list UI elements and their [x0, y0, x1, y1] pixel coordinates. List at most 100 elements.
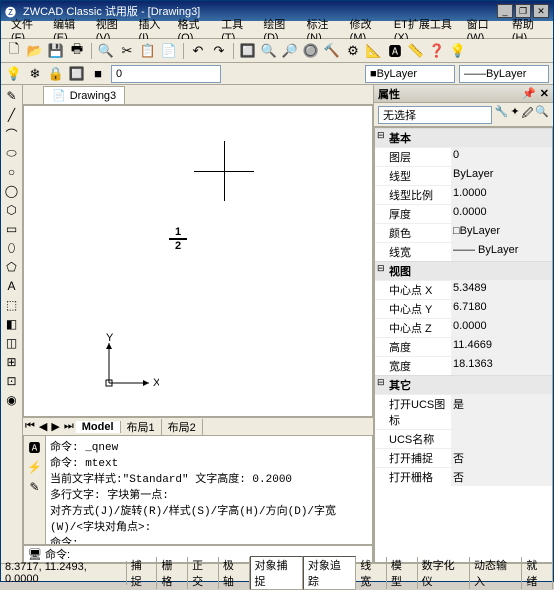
property-category[interactable]: 视图 — [375, 261, 552, 280]
status-toggle[interactable]: 就绪 — [522, 557, 553, 589]
property-row[interactable]: 颜色□ByLayer — [375, 223, 552, 242]
layer-tool-button[interactable]: 🔲 — [68, 65, 86, 83]
draw-tool-button[interactable]: A — [3, 277, 21, 295]
draw-tool-button[interactable]: ⊡ — [3, 372, 21, 390]
toolbar-button[interactable]: 🗋 — [5, 42, 23, 60]
draw-tool-button[interactable]: ⬚ — [3, 296, 21, 314]
draw-tool-button[interactable]: ⬠ — [3, 258, 21, 276]
toolbar-button[interactable]: 🔲 — [239, 42, 257, 60]
toolbar-button[interactable]: 🖶 — [68, 42, 86, 60]
property-category[interactable]: 其它 — [375, 375, 552, 394]
toolbar-button[interactable]: 🔘 — [302, 42, 320, 60]
props-tool-button[interactable]: 🖉 — [522, 105, 534, 124]
draw-tool-button[interactable]: ◉ — [3, 391, 21, 409]
property-row[interactable]: 厚度0.0000 — [375, 204, 552, 223]
property-row[interactable]: UCS名称 — [375, 429, 552, 448]
toolbar-button[interactable]: ❓ — [428, 42, 446, 60]
status-toggle[interactable]: 数字化仪 — [418, 557, 470, 589]
property-row[interactable]: 中心点 Z0.0000 — [375, 318, 552, 337]
property-row[interactable]: 图层0 — [375, 147, 552, 166]
status-toggle[interactable]: 捕捉 — [127, 557, 158, 589]
toolbar-button[interactable]: ✂ — [118, 42, 136, 60]
toolbar-button[interactable]: ↶ — [189, 42, 207, 60]
draw-tool-button[interactable]: ▭ — [3, 220, 21, 238]
layer-tool-button[interactable]: ■ — [89, 65, 107, 83]
layer-tool-button[interactable]: ❄ — [26, 65, 44, 83]
properties-title: 属性 — [378, 86, 400, 102]
properties-grid[interactable]: 基本图层0线型ByLayer线型比例1.0000厚度0.0000颜色□ByLay… — [374, 127, 553, 563]
toolbar-button[interactable]: 🔍 — [97, 42, 115, 60]
toolbar-button[interactable]: 📄 — [160, 42, 178, 60]
cmd-tool-icon[interactable]: ⚡ — [26, 458, 44, 476]
toolbar-standard: 🗋📂💾🖶🔍✂📋📄↶↷🔲🔍🔎🔘🔨⚙📐🅰📏❓💡 — [1, 39, 553, 63]
draw-tool-button[interactable]: ⊞ — [3, 353, 21, 371]
status-toggle[interactable]: 线宽 — [356, 557, 387, 589]
property-row[interactable]: 线宽—— ByLayer — [375, 242, 552, 261]
toolbar-button[interactable]: 🔎 — [281, 42, 299, 60]
draw-tool-button[interactable]: ✎ — [3, 87, 21, 105]
toolbar-button[interactable]: 🔨 — [323, 42, 341, 60]
toolbar-button[interactable]: ⚙ — [344, 42, 362, 60]
status-toggle[interactable]: 栅格 — [157, 557, 188, 589]
property-row[interactable]: 线型ByLayer — [375, 166, 552, 185]
toolbar-button[interactable]: 🔍 — [260, 42, 278, 60]
toolbar-button[interactable]: 📋 — [139, 42, 157, 60]
draw-tool-button[interactable]: ○ — [3, 163, 21, 181]
status-toggle[interactable]: 对象捕捉 — [250, 556, 303, 590]
toolbar-button[interactable]: 📂 — [26, 42, 44, 60]
linetype-combo[interactable]: —— ByLayer — [459, 65, 549, 83]
draw-tool-button[interactable]: ◧ — [3, 315, 21, 333]
draw-tool-button[interactable]: ╱ — [3, 106, 21, 124]
toolbar-button[interactable]: 📏 — [407, 42, 425, 60]
layer-tool-button[interactable]: 💡 — [5, 65, 23, 83]
draw-tool-button[interactable]: ◫ — [3, 334, 21, 352]
layout-tab[interactable]: 布局1 — [121, 419, 162, 435]
layer-tool-button[interactable]: 🔒 — [47, 65, 65, 83]
draw-tool-button[interactable]: ◯ — [3, 182, 21, 200]
toolbar-button[interactable]: 💾 — [47, 42, 65, 60]
layout-tab[interactable]: Model — [76, 421, 121, 433]
drawing-canvas[interactable]: 1 2 X Y — [23, 105, 373, 417]
status-toggle[interactable]: 对象追踪 — [303, 556, 356, 590]
pin-icon[interactable]: 📌 — [522, 87, 536, 100]
tab-prev[interactable]: ◀ — [37, 420, 49, 433]
toolbar-button[interactable]: 💡 — [449, 42, 467, 60]
status-toggle[interactable]: 动态输入 — [470, 557, 522, 589]
property-row[interactable]: 打开UCS图标是 — [375, 394, 552, 429]
property-row[interactable]: 中心点 Y6.7180 — [375, 299, 552, 318]
color-combo[interactable]: ■ ByLayer — [365, 65, 455, 83]
tab-last[interactable]: ⏭ — [62, 420, 76, 433]
property-row[interactable]: 中心点 X5.3489 — [375, 280, 552, 299]
properties-panel: 属性 📌 ✕ 无选择 🔧✦🖉🔍 基本图层0线型ByLayer线型比例1.0000… — [373, 85, 553, 563]
panel-close-icon[interactable]: ✕ — [540, 87, 549, 100]
property-row[interactable]: 打开栅格否 — [375, 467, 552, 486]
property-row[interactable]: 宽度18.1363 — [375, 356, 552, 375]
selection-combo[interactable]: 无选择 — [378, 106, 492, 124]
status-toggle[interactable]: 极轴 — [219, 557, 250, 589]
status-toggle[interactable]: 模型 — [387, 557, 418, 589]
draw-tool-button[interactable]: ⬭ — [3, 144, 21, 162]
property-category[interactable]: 基本 — [375, 128, 552, 147]
document-tab[interactable]: 📄 Drawing3 — [43, 86, 125, 104]
status-toggle[interactable]: 正交 — [188, 557, 219, 589]
property-row[interactable]: 打开捕捉否 — [375, 448, 552, 467]
toolbar-button[interactable]: ↷ — [210, 42, 228, 60]
props-tool-button[interactable]: ✦ — [510, 105, 519, 124]
tab-first[interactable]: ⏮ — [23, 420, 37, 433]
props-tool-button[interactable]: 🔧 — [495, 105, 509, 124]
tab-next[interactable]: ▶ — [49, 420, 61, 433]
draw-tool-button[interactable]: ⬡ — [3, 201, 21, 219]
props-tool-button[interactable]: 🔍 — [535, 105, 549, 124]
cmd-tool-icon[interactable]: 🅰 — [26, 438, 44, 456]
cmd-tool-icon[interactable]: ✎ — [26, 478, 44, 496]
toolbar-button[interactable]: 📐 — [365, 42, 383, 60]
layer-combo[interactable]: 0 — [111, 65, 221, 83]
property-row[interactable]: 线型比例1.0000 — [375, 185, 552, 204]
layout-tab[interactable]: 布局2 — [162, 419, 203, 435]
draw-tool-button[interactable]: ⬯ — [3, 239, 21, 257]
toolbar-button[interactable]: 🅰 — [386, 42, 404, 60]
svg-text:X: X — [153, 377, 159, 389]
draw-tool-button[interactable]: ⌒ — [3, 125, 21, 143]
property-row[interactable]: 高度11.4669 — [375, 337, 552, 356]
fraction-text: 1 2 — [169, 226, 187, 252]
